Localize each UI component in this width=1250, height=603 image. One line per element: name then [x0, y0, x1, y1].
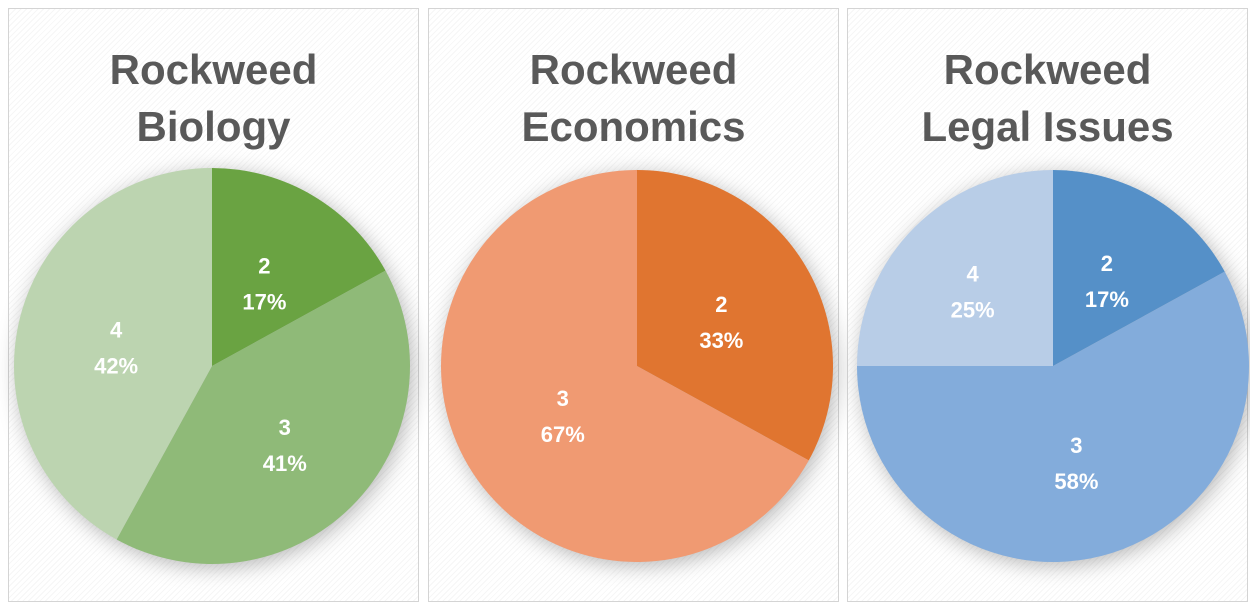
slice-percent-label: 42% — [94, 353, 138, 378]
chart-title-line-2: Economics — [521, 103, 746, 150]
slice-percent-label: 67% — [541, 422, 585, 447]
chart-title: Rockweed Economics — [429, 41, 838, 155]
slice-category-label: 3 — [557, 386, 569, 411]
chart-title-line-1: Rockweed — [109, 46, 318, 93]
chart-title-line-1: Rockweed — [529, 46, 738, 93]
slice-percent-label: 25% — [951, 298, 995, 323]
pie-slice-2 — [1053, 170, 1225, 366]
pie-slice-3 — [857, 271, 1249, 563]
slice-category-label: 3 — [279, 415, 291, 440]
slice-percent-label: 33% — [699, 328, 743, 353]
chart-title: Rockweed Biology — [9, 41, 418, 155]
chart-panel-economics: Rockweed Economics 2 33% 3 67% — [428, 8, 839, 602]
chart-title-line-1: Rockweed — [943, 46, 1152, 93]
pie-chart-legal-issues: 2 17% 3 58% 4 25% — [857, 170, 1250, 566]
slice-percent-label: 17% — [1085, 287, 1129, 312]
pie-slice-4 — [13, 168, 212, 540]
slice-category-label: 2 — [715, 292, 727, 317]
pie-slice-2 — [212, 168, 386, 366]
pie-chart-economics: 2 33% 3 67% — [440, 170, 836, 566]
slice-category-label: 2 — [1101, 251, 1113, 276]
slice-category-label: 3 — [1070, 433, 1082, 458]
chart-panel-biology: Rockweed Biology 2 17% 3 41% 4 42% — [8, 8, 419, 602]
chart-title: Rockweed Legal Issues — [848, 41, 1247, 155]
slice-category-label: 4 — [966, 262, 979, 287]
pie-slice-3 — [116, 270, 411, 565]
pie-slice-3 — [440, 170, 809, 562]
pie-slice-4 — [857, 170, 1053, 366]
slice-category-label: 4 — [110, 317, 123, 342]
slice-percent-label: 17% — [242, 289, 286, 314]
pie-chart-biology: 2 17% 3 41% 4 42% — [13, 168, 413, 568]
chart-panel-legal-issues: Rockweed Legal Issues 2 17% 3 58% 4 25% — [847, 8, 1250, 602]
chart-title-line-2: Legal Issues — [921, 103, 1174, 150]
slice-percent-label: 41% — [263, 451, 307, 476]
slice-category-label: 2 — [258, 253, 270, 278]
slice-percent-label: 58% — [1054, 469, 1098, 494]
pie-slice-2 — [637, 170, 833, 461]
chart-title-line-2: Biology — [136, 103, 291, 150]
